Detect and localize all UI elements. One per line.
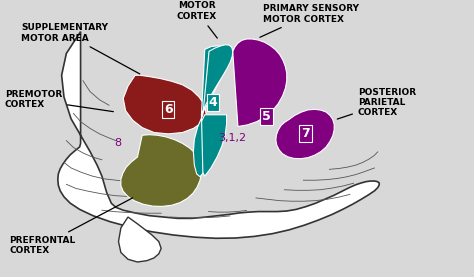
Text: 4: 4 — [209, 96, 217, 109]
Polygon shape — [118, 217, 161, 262]
Polygon shape — [123, 75, 206, 134]
Text: POSTERIOR
PARIETAL
CORTEX: POSTERIOR PARIETAL CORTEX — [337, 88, 416, 119]
Polygon shape — [198, 115, 227, 176]
Text: 6: 6 — [164, 103, 173, 116]
Text: 8: 8 — [114, 138, 121, 148]
Text: 5: 5 — [262, 110, 271, 123]
Text: PREMOTOR
CORTEX: PREMOTOR CORTEX — [5, 90, 113, 112]
Polygon shape — [58, 32, 379, 238]
Polygon shape — [201, 46, 227, 115]
Polygon shape — [276, 109, 334, 159]
Polygon shape — [193, 45, 233, 177]
Text: PRIMARY SENSORY
MOTOR CORTEX: PRIMARY SENSORY MOTOR CORTEX — [260, 4, 359, 37]
Text: SUPPLEMENTARY
MOTOR AREA: SUPPLEMENTARY MOTOR AREA — [21, 23, 140, 74]
Text: PREFRONTAL
CORTEX: PREFRONTAL CORTEX — [9, 198, 133, 255]
Text: MOTOR
CORTEX: MOTOR CORTEX — [177, 1, 217, 38]
Polygon shape — [233, 39, 287, 127]
Text: 7: 7 — [301, 127, 310, 140]
Text: 3,1,2: 3,1,2 — [218, 133, 246, 143]
Polygon shape — [121, 135, 201, 206]
